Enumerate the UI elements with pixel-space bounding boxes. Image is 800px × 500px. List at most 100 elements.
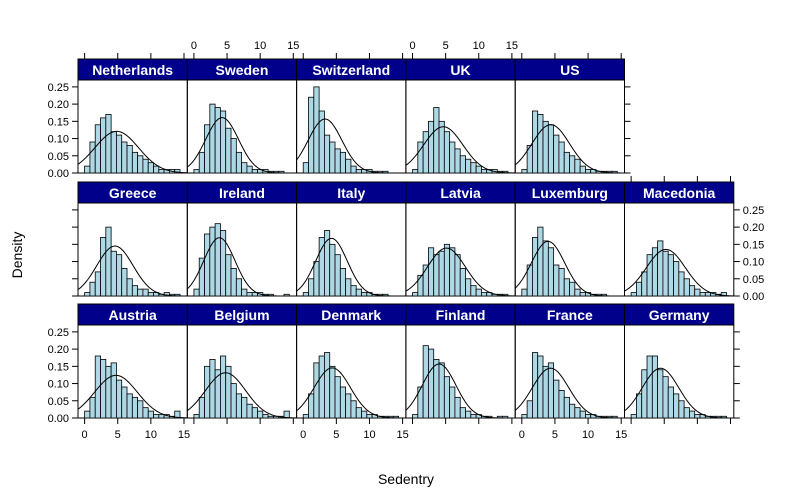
histogram-bar (230, 138, 237, 174)
histogram-bar (105, 226, 112, 297)
strip-label: Switzerland (312, 62, 390, 78)
strip-label: Belgium (214, 307, 269, 323)
histogram-bar (308, 393, 315, 419)
histogram-bar (412, 169, 419, 174)
x-tick-label: 0 (82, 429, 88, 441)
x-axis-title: Sedentry (378, 471, 434, 487)
histogram-bar (465, 410, 472, 419)
strip-background (624, 303, 735, 326)
strip-label: Sweden (215, 62, 268, 78)
density-curve (624, 248, 734, 297)
histogram-bar (521, 288, 528, 297)
histogram-bar (110, 131, 117, 174)
y-tick-label: 0.25 (48, 327, 69, 339)
histogram-bar (657, 240, 664, 297)
histogram-bar (313, 86, 320, 174)
histogram-bar (329, 243, 336, 297)
histogram-bar (220, 230, 227, 297)
density-curve (405, 247, 516, 297)
panel-italy: Italy (296, 181, 407, 297)
x-tick-label: 10 (363, 429, 375, 441)
histogram-bar (158, 169, 165, 174)
strip-background (624, 181, 735, 204)
histogram-bar (324, 134, 331, 174)
histogram-bar (246, 292, 253, 297)
histogram-bar (569, 155, 576, 174)
histogram-bar (443, 243, 451, 297)
histogram-bar (449, 141, 456, 174)
histogram-bar (126, 393, 133, 419)
histogram-bar (433, 359, 440, 419)
histogram-bar (313, 261, 320, 297)
strip-label: Netherlands (92, 62, 173, 78)
histogram-bar (449, 247, 456, 297)
histogram-bar (241, 162, 248, 174)
histogram-bar (694, 414, 701, 419)
histogram-bar (302, 162, 309, 174)
histogram-bar (547, 247, 555, 297)
y-tick-label: 0.10 (48, 379, 69, 391)
histogram-bar (651, 355, 659, 419)
strip-label: Germany (649, 307, 710, 323)
y-tick-label: 0.05 (743, 274, 764, 286)
histogram-bar (334, 376, 341, 419)
histogram-bar (126, 278, 133, 297)
histogram-bar (174, 410, 181, 419)
histogram-bar (246, 403, 253, 419)
x-tick-label: 5 (333, 429, 339, 441)
histogram-bar (251, 407, 258, 419)
histogram-bar (465, 158, 472, 174)
histogram-bar (334, 148, 341, 174)
histogram-bar (361, 292, 368, 297)
histogram-bar (449, 386, 456, 419)
histogram-bar (126, 145, 133, 174)
strip-label: Austria (109, 307, 157, 323)
y-tick-label: 0.00 (48, 413, 69, 425)
histogram-bar (459, 407, 466, 419)
y-tick-label: 0.15 (743, 239, 764, 251)
histogram-bar (558, 390, 565, 419)
strip-background (514, 58, 626, 81)
histogram-bar (345, 278, 352, 297)
histogram-bar (220, 110, 227, 174)
histogram-bar (235, 278, 243, 297)
histogram-bar (428, 120, 435, 174)
histogram-bar (153, 165, 160, 174)
histogram-bar (137, 288, 144, 297)
histogram-bar (470, 414, 477, 419)
histogram-bar (235, 151, 243, 174)
histogram-bar (350, 165, 357, 174)
x-tick-label: 0 (191, 40, 197, 52)
density-curve (514, 240, 625, 297)
y-tick-label: 0.25 (48, 82, 69, 94)
x-tick-label: 15 (396, 429, 408, 441)
panel-denmark: Denmark (296, 303, 407, 419)
histogram-bar (683, 407, 690, 419)
histogram-bar (646, 355, 653, 419)
histogram-bar (345, 158, 352, 174)
y-axis-title: Density (9, 232, 25, 279)
histogram-bar (318, 237, 325, 297)
panel-ireland: Ireland (186, 181, 298, 297)
histogram-bar (84, 292, 91, 297)
y-tick-label: 0.00 (743, 291, 764, 303)
density-curve (405, 126, 516, 174)
histogram-bar (89, 281, 96, 297)
histogram-bar (209, 359, 216, 419)
histogram-bar (526, 400, 533, 419)
histogram-bar (720, 292, 727, 297)
x-tick-label: 10 (145, 429, 157, 441)
y-tick-label: 0.10 (743, 257, 764, 269)
histogram-bar (678, 271, 685, 297)
histogram-bar (481, 292, 488, 297)
strip-label: UK (450, 62, 470, 78)
histogram-bar (636, 281, 643, 297)
histogram-bar (251, 169, 258, 174)
y-tick-label: 0.20 (48, 99, 69, 111)
panel-germany: Germany (624, 303, 735, 419)
histogram-bar (630, 292, 637, 297)
histogram-bar (694, 288, 701, 297)
panel-netherlands: Netherlands (77, 58, 188, 174)
histogram-bar (105, 114, 112, 174)
histogram-bar (475, 288, 482, 297)
